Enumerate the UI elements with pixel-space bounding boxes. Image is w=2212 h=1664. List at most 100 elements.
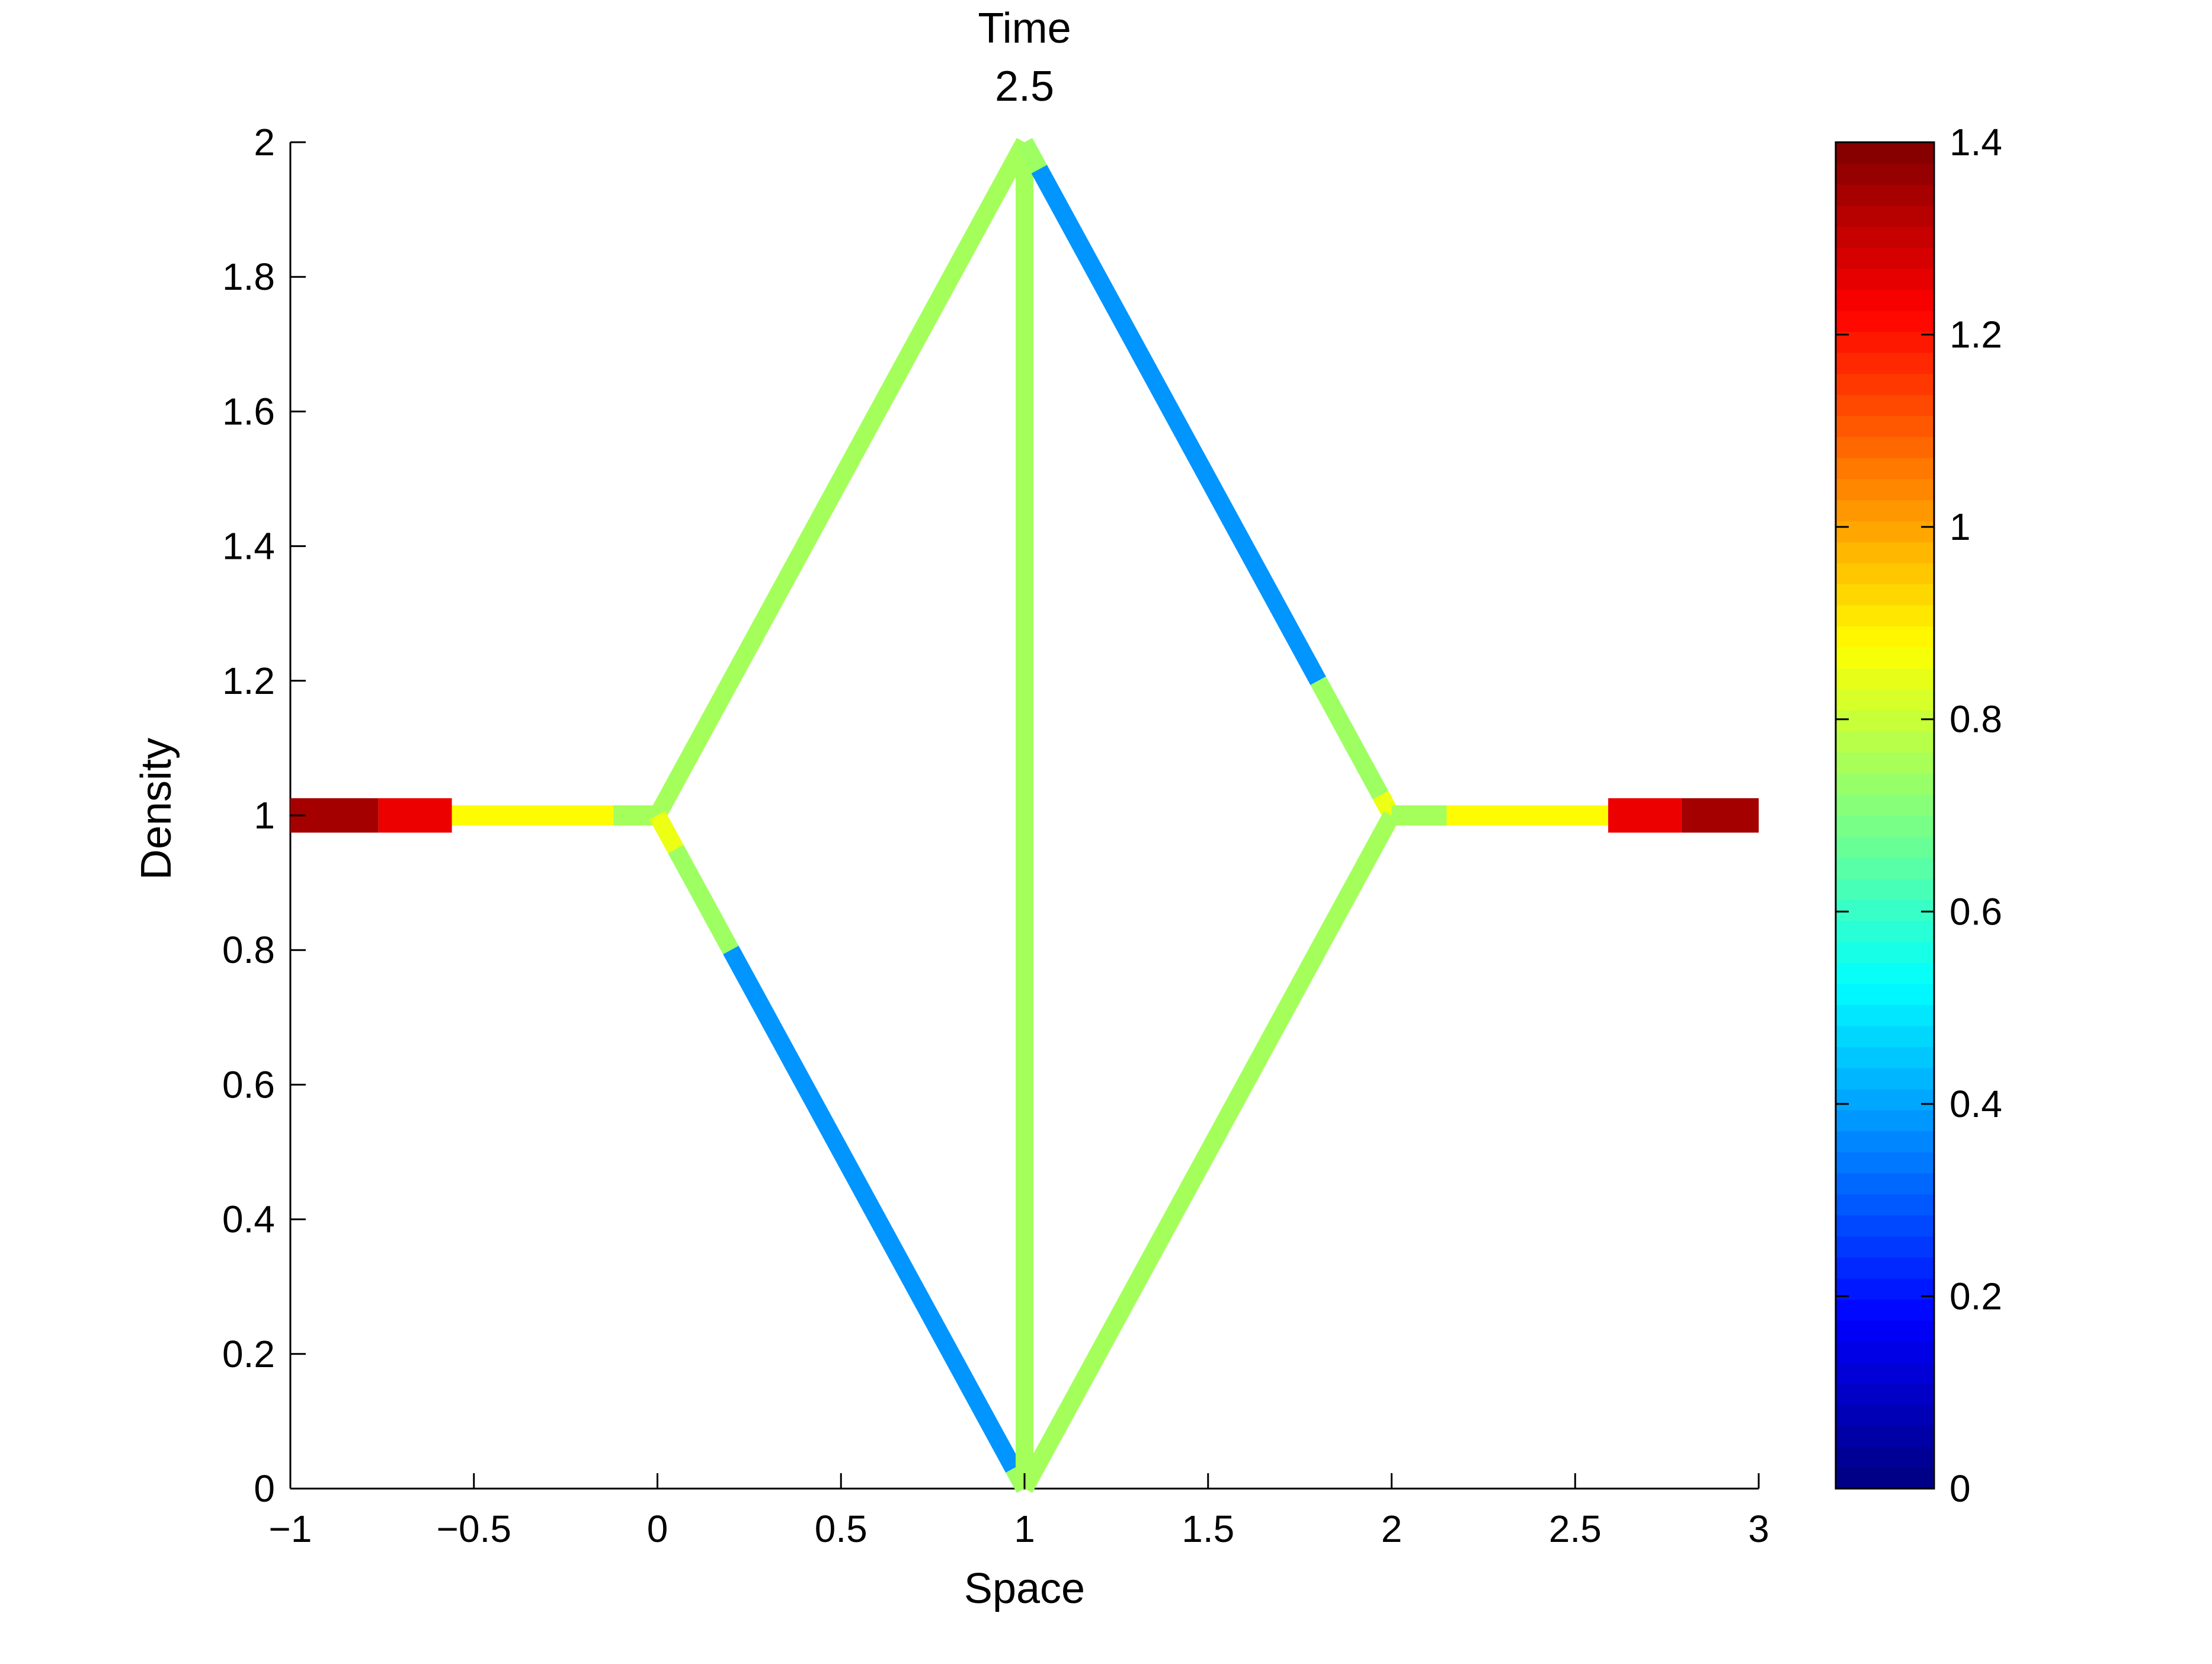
colorbar-band: [1836, 247, 1934, 269]
colorbar-band: [1836, 647, 1934, 669]
x-tick-label: 2.5: [1549, 1508, 1602, 1550]
x-tick-label: −1: [269, 1508, 312, 1550]
y-tick-label: 1: [254, 794, 275, 837]
colorbar-band: [1836, 962, 1934, 984]
lower-left-road-segment-0: [649, 811, 684, 853]
title-line-value: 2.5: [995, 63, 1054, 110]
colorbar-band: [1836, 500, 1934, 521]
colorbar-band: [1836, 521, 1934, 543]
colorbar-band: [1836, 1299, 1934, 1321]
colorbar-axis: 0 0.2 0.4 0.6 0.8 1 1.2 1.4: [1836, 121, 2002, 1510]
x-tick-label: −0.5: [437, 1508, 511, 1550]
colorbar-band: [1836, 311, 1934, 332]
colorbar-band: [1836, 710, 1934, 732]
y-tick-label: 0: [254, 1467, 275, 1510]
colorbar-band: [1836, 1362, 1934, 1384]
colorbar-band: [1836, 1152, 1934, 1174]
colorbar-band: [1836, 1215, 1934, 1237]
colorbar-band: [1836, 773, 1934, 795]
colorbar-band: [1836, 1173, 1934, 1195]
x-tick-label: 1: [1014, 1508, 1035, 1550]
colorbar-frame: [1835, 141, 1935, 1490]
colorbar-band: [1836, 668, 1934, 690]
colorbar-band: [1836, 942, 1934, 964]
y-tick-label: 0.2: [222, 1333, 275, 1375]
colorbar-band: [1836, 268, 1934, 290]
colorbar-band: [1836, 815, 1934, 837]
colorbar-band: [1836, 731, 1934, 753]
chart-title: Time 2.5: [978, 5, 1071, 110]
colorbar-band: [1836, 1425, 1934, 1447]
colorbar-band: [1836, 752, 1934, 774]
y-tick-label: 1.6: [222, 390, 275, 433]
colorbar-band: [1836, 1004, 1934, 1026]
colorbar: [1835, 141, 1935, 1490]
colorbar-band: [1836, 1131, 1934, 1153]
colorbar-band: [1836, 857, 1934, 879]
colorbar-band: [1836, 984, 1934, 1006]
y-tick-label: 1.4: [222, 525, 275, 568]
colorbar-band: [1836, 1068, 1934, 1090]
y-axis-label: Density: [133, 738, 180, 880]
colorbar-band: [1836, 563, 1934, 585]
colorbar-tick-label: 0.2: [1949, 1275, 2002, 1317]
colorbar-tick-label: 0.4: [1949, 1083, 2002, 1125]
colorbar-band: [1836, 1278, 1934, 1300]
x-axis-label: Space: [964, 1565, 1085, 1612]
lower-right-road-segment-0: [1016, 811, 1400, 1493]
upper-right-road-segment-1: [1031, 165, 1326, 685]
colorbar-tick-label: 1: [1949, 505, 1971, 548]
colorbar-band: [1836, 1383, 1934, 1405]
colorbar-band: [1836, 353, 1934, 375]
colorbar-band: [1836, 1026, 1934, 1048]
colorbar-band: [1836, 1047, 1934, 1068]
colorbar-band: [1836, 1089, 1934, 1111]
colorbar-band: [1836, 457, 1934, 479]
x-tick-label: 3: [1748, 1508, 1769, 1550]
upper-right-road-segment-2: [1310, 676, 1389, 800]
colorbar-band: [1836, 878, 1934, 900]
colorbar-band: [1836, 626, 1934, 648]
x-tick-label: 2: [1381, 1508, 1403, 1550]
colorbar-band: [1836, 142, 1934, 164]
colorbar-tick-label: 0: [1949, 1467, 1971, 1510]
upper-right-road: [1016, 137, 1400, 820]
y-axis: 0 0.2 0.4 0.6 0.8 1 1.2 1.4 1.6 1.8 2: [222, 121, 306, 1510]
colorbar-band: [1836, 900, 1934, 921]
upper-left-road-segment-0: [649, 137, 1033, 820]
colorbar-band: [1836, 1320, 1934, 1342]
colorbar-tick-label: 1.2: [1949, 313, 2002, 356]
x-axis: −1 −0.5 0 0.5 1 1.5 2 2.5 3: [269, 1473, 1769, 1550]
plot-area: [289, 137, 1759, 1493]
colorbar-band: [1836, 1257, 1934, 1279]
colorbar-band: [1836, 1236, 1934, 1258]
upper-right-road-segment-3: [1372, 791, 1400, 820]
colorbar-band: [1836, 605, 1934, 627]
colorbar-band: [1836, 689, 1934, 711]
colorbar-band: [1836, 1110, 1934, 1132]
colorbar-band: [1836, 542, 1934, 564]
colorbar-band: [1836, 395, 1934, 417]
colorbar-tick-label: 0.8: [1949, 698, 2002, 741]
colorbar-tick-label: 1.4: [1949, 121, 2002, 164]
y-tick-label: 1.2: [222, 660, 275, 702]
colorbar-band: [1836, 184, 1934, 206]
y-tick-label: 1.8: [222, 255, 275, 298]
upper-right-road-segment-0: [1016, 137, 1047, 174]
colorbar-tick-label: 0.6: [1949, 890, 2002, 933]
y-tick-label: 0.6: [222, 1063, 275, 1106]
colorbar-band: [1836, 437, 1934, 459]
x-tick-label: 0.5: [815, 1508, 867, 1550]
upper-left-road: [649, 137, 1033, 820]
colorbar-band: [1836, 1404, 1934, 1426]
colorbar-band: [1836, 794, 1934, 816]
y-tick-label: 2: [254, 121, 275, 164]
colorbar-band: [1836, 920, 1934, 942]
colorbar-band: [1836, 289, 1934, 311]
lower-right-road: [1016, 811, 1400, 1493]
colorbar-band: [1836, 1447, 1934, 1468]
x-tick-label: 0: [647, 1508, 668, 1550]
y-tick-label: 0.4: [222, 1198, 275, 1241]
colorbar-band: [1836, 479, 1934, 501]
